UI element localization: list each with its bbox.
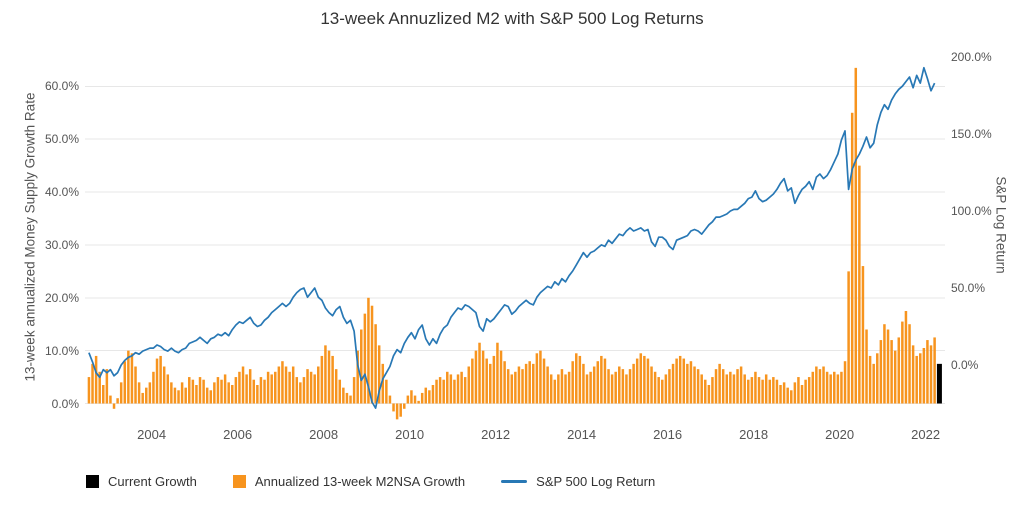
y-right-tick-label: 50.0% <box>951 280 986 295</box>
y-left-tick-label: 60.0% <box>44 79 79 94</box>
legend-item-m2nsa-growth[interactable]: Annualized 13-week M2NSA Growth <box>232 474 466 489</box>
x-axis-tick-label: 2014 <box>567 427 597 442</box>
x-axis-tick-label: 2022 <box>911 427 941 442</box>
m2nsa-growth-swatch-icon <box>232 475 246 488</box>
legend-item-sp500-log-return[interactable]: S&P 500 Log Return <box>501 474 655 489</box>
legend-label-sp500-log-return: S&P 500 Log Return <box>536 474 656 489</box>
x-axis-tick-label: 2010 <box>395 427 425 442</box>
y-left-tick-label: 40.0% <box>44 185 79 200</box>
y-right-tick-label: 150.0% <box>951 126 992 141</box>
current-growth-swatch-icon <box>86 475 99 488</box>
sp500-line-swatch-icon <box>501 480 528 483</box>
legend-item-current-growth[interactable]: Current Growth <box>86 474 197 489</box>
legend-label-current-growth: Current Growth <box>108 474 197 489</box>
plot-area[interactable] <box>85 52 945 422</box>
y-right-tick-label: 100.0% <box>951 203 992 218</box>
x-axis-tick-label: 2018 <box>739 427 769 442</box>
x-axis-tick-label: 2016 <box>653 427 683 442</box>
x-axis-tick-label: 2004 <box>137 427 167 442</box>
x-axis-tick-label: 2020 <box>825 427 855 442</box>
y-left-tick-label: 0.0% <box>51 396 79 411</box>
x-axis-tick-label: 2012 <box>481 427 511 442</box>
y-right-axis-title: S&P Log Return <box>993 176 1009 274</box>
y-left-tick-label: 10.0% <box>44 343 79 358</box>
y-left-tick-label: 20.0% <box>44 290 79 305</box>
legend-label-m2nsa-growth: Annualized 13-week M2NSA Growth <box>254 474 466 489</box>
y-left-tick-label: 30.0% <box>44 237 79 252</box>
y-right-tick-label: 0.0% <box>951 358 979 372</box>
legend: Current Growth Annualized 13-week M2NSA … <box>86 474 655 489</box>
x-axis-tick-label: 2008 <box>309 427 339 442</box>
y-left-tick-label: 50.0% <box>44 132 79 147</box>
chart-title: 13-week Annuzlized M2 with S&P 500 Log R… <box>320 9 704 28</box>
y-right-tick-label: 200.0% <box>951 49 992 64</box>
x-axis-tick-label: 2006 <box>223 427 253 442</box>
